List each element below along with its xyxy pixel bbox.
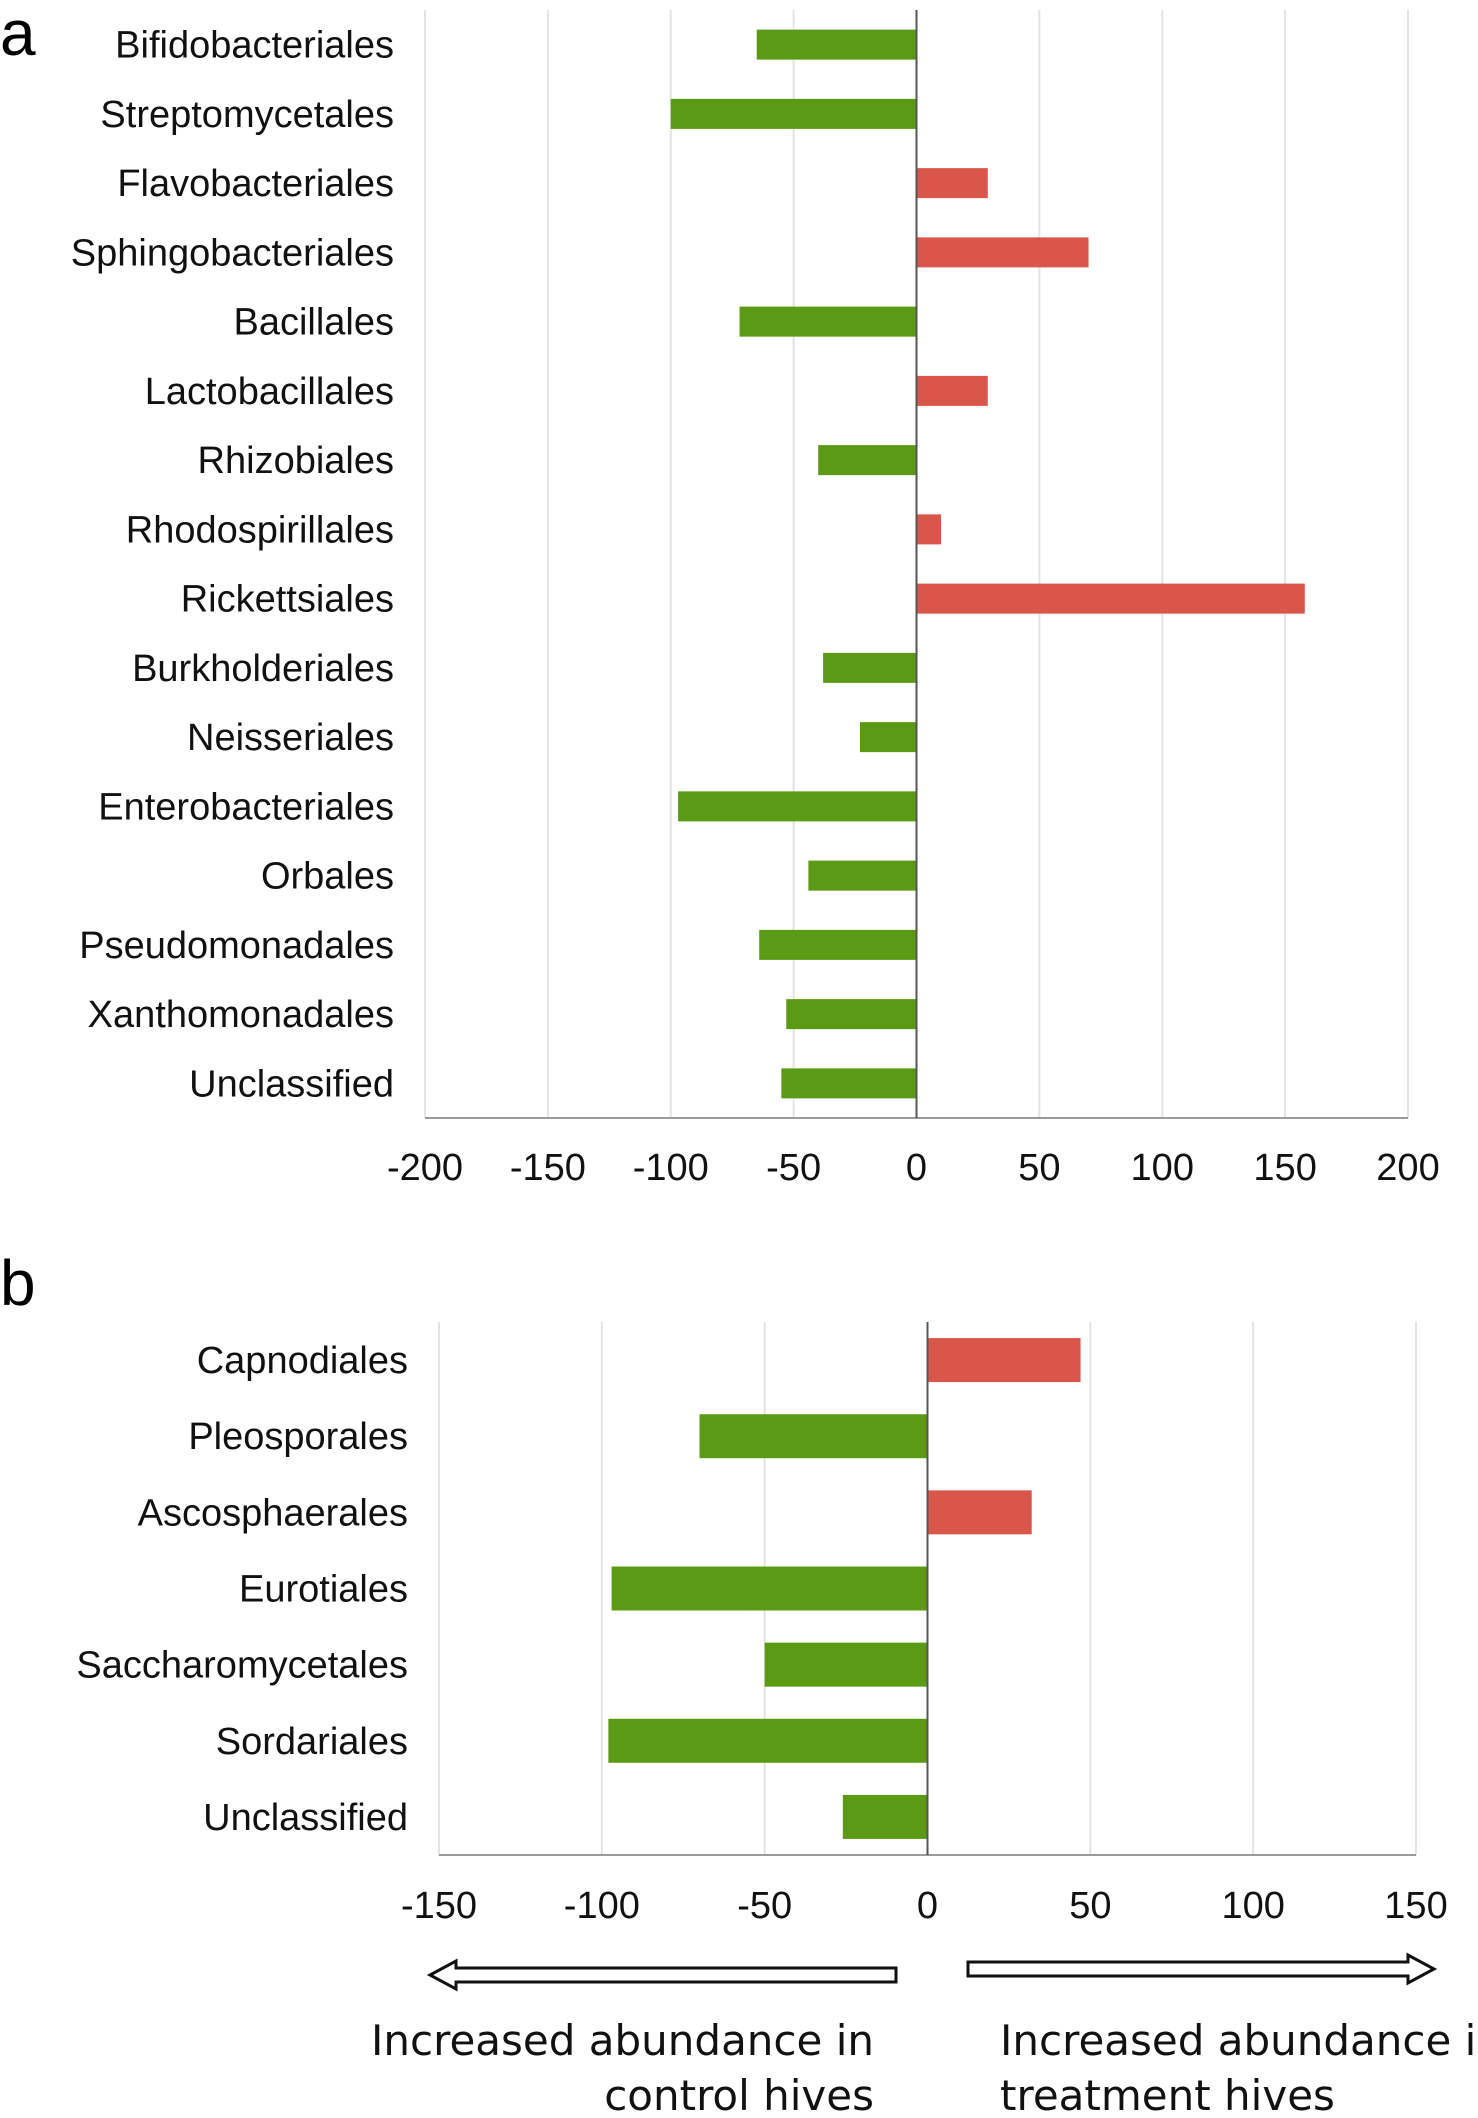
bar-bacillales [739,306,917,337]
bar-unclassified [842,1794,928,1839]
category-label: Enterobacteriales [98,786,394,828]
left-caption-line1: Increased abundance in [371,2016,874,2065]
category-label: Rickettsiales [181,579,394,621]
bar-lactobacillales [916,375,988,406]
x-tick-label: 100 [1131,1147,1194,1189]
bar-sordariales [608,1718,928,1763]
category-label: Lactobacillales [145,371,394,413]
category-label: Pleosporales [188,1416,408,1458]
category-label: Burkholderiales [132,648,394,690]
x-tick-label: 200 [1376,1147,1439,1189]
x-tick-label: 0 [906,1147,927,1189]
right-arrow-icon [966,1952,1438,1986]
category-label: Sordariales [216,1721,408,1763]
bar-neisseriales [859,722,917,753]
bar-capnodiales [927,1338,1081,1383]
right-caption-line2: treatment hives [1000,2071,1335,2118]
category-label: Pseudomonadales [79,925,394,967]
category-label: Streptomycetales [100,94,394,136]
bar-burkholderiales [823,652,917,683]
category-label: Orbales [261,856,394,898]
category-label: Sphingobacteriales [71,232,394,274]
x-tick-label: -150 [401,1885,477,1927]
category-label: Bifidobacteriales [115,25,394,67]
chart-panel-b: -150 -100 -50 0 50 100 150 Capnodiales Pleospora… [76,1322,1448,1927]
bar-saccharomycetales [764,1642,928,1687]
x-tick-label: 0 [917,1885,938,1927]
x-tick-label: -100 [564,1885,640,1927]
x-tick-label: 50 [1069,1885,1111,1927]
x-tick-label: 100 [1221,1885,1284,1927]
bar-unclassified [781,1068,917,1099]
bar-ascosphaerales [927,1490,1032,1535]
bar-enterobacteriales [678,791,917,822]
left-arrow-icon [426,1958,898,1992]
category-label: Unclassified [203,1797,408,1839]
panel-letter-a: a [0,0,36,69]
x-tick-label: 150 [1253,1147,1316,1189]
category-label: Eurotiales [239,1569,408,1611]
panel-letter-b: b [0,1247,36,1319]
category-label: Neisseriales [187,717,394,759]
bar-flavobacteriales [916,168,988,199]
bar-rickettsiales [916,583,1305,614]
bar-xanthomonadales [786,999,917,1030]
x-tick-label: -150 [510,1147,586,1189]
bar-sphingobacteriales [916,237,1089,268]
x-tick-label: -50 [737,1885,792,1927]
bar-streptomycetales [670,98,917,129]
category-label: Unclassified [189,1063,394,1105]
category-label: Rhodospirillales [126,509,394,551]
right-caption-line1: Increased abundance in [1000,2016,1478,2065]
x-tick-label: -100 [633,1147,709,1189]
chart-panel-a: -200 -150 -100 -50 0 50 100 150 200 Bifidobacteri… [71,10,1440,1189]
bar-rhodospirillales [916,514,942,545]
bar-pleosporales [699,1414,928,1459]
x-tick-label: 150 [1384,1885,1447,1927]
x-tick-label: -200 [387,1147,463,1189]
category-label: Xanthomonadales [88,994,394,1036]
bar-rhizobiales [818,445,917,476]
category-label: Bacillales [233,302,394,344]
bar-bifidobacteriales [756,29,917,60]
bar-orbales [808,860,917,891]
bar-pseudomonadales [759,929,917,960]
left-caption-line2: control hives [604,2071,874,2118]
category-label: Capnodiales [197,1340,408,1382]
category-label: Ascosphaerales [138,1492,408,1534]
bar-eurotiales [611,1566,928,1611]
category-label: Saccharomycetales [76,1645,408,1687]
category-label: Flavobacteriales [117,163,394,205]
x-tick-label: -50 [766,1147,821,1189]
x-tick-label: 50 [1018,1147,1060,1189]
category-label: Rhizobiales [198,440,394,482]
